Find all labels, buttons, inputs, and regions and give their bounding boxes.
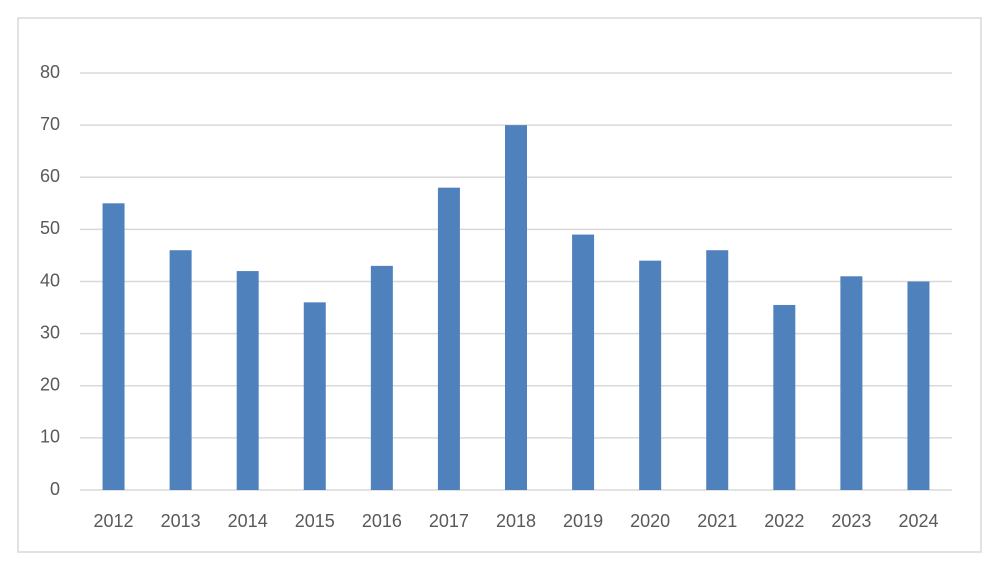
y-tick-label: 0 [50, 479, 60, 499]
bar [505, 125, 527, 490]
x-tick-label: 2024 [898, 511, 938, 531]
x-tick-label: 2023 [831, 511, 871, 531]
x-tick-label: 2014 [228, 511, 268, 531]
x-tick-label: 2012 [94, 511, 134, 531]
y-tick-label: 60 [40, 166, 60, 186]
bar [639, 260, 662, 490]
x-tick-label: 2017 [429, 511, 469, 531]
x-tick-label: 2021 [697, 511, 737, 531]
bar [706, 250, 729, 490]
y-tick-label: 50 [40, 218, 60, 238]
x-tick-label: 2018 [496, 511, 536, 531]
bar [773, 304, 796, 490]
x-tick-label: 2013 [161, 511, 201, 531]
bar [303, 302, 326, 490]
bar [437, 187, 460, 491]
y-tick-label: 30 [40, 322, 60, 342]
bar [907, 281, 930, 490]
y-tick-label: 10 [40, 427, 60, 447]
x-tick-label: 2019 [563, 511, 603, 531]
y-tick-label: 20 [40, 375, 60, 395]
bar [840, 276, 863, 490]
chart-frame [17, 17, 982, 553]
y-tick-label: 40 [40, 270, 60, 290]
bar [236, 271, 259, 490]
x-tick-label: 2015 [295, 511, 335, 531]
y-tick-label: 80 [40, 62, 60, 82]
bar [572, 234, 595, 490]
y-tick-label: 70 [40, 114, 60, 134]
x-tick-label: 2016 [362, 511, 402, 531]
x-tick-label: 2022 [764, 511, 804, 531]
x-tick-label: 2020 [630, 511, 670, 531]
bar [102, 203, 125, 490]
bar [169, 250, 192, 490]
bar [370, 265, 393, 490]
